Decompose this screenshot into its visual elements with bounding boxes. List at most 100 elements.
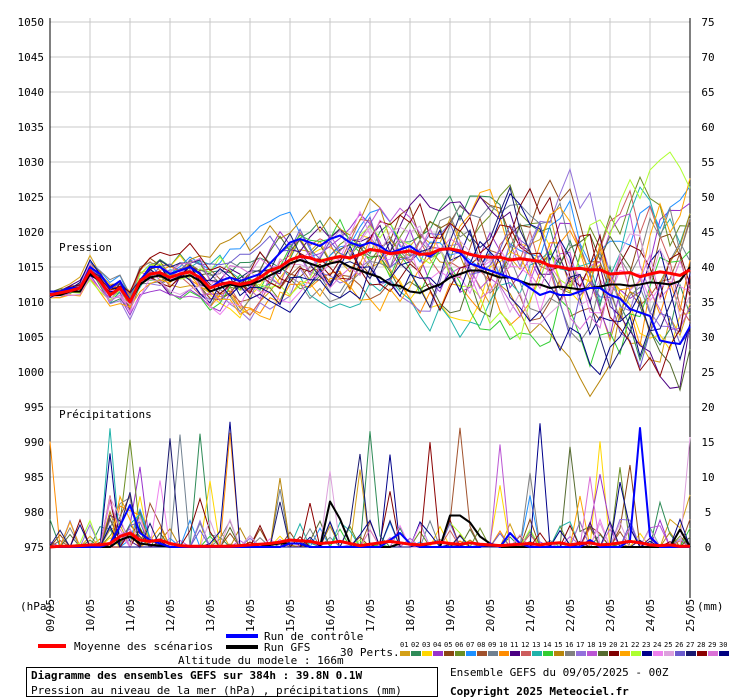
- legend-pert-swatch: [631, 651, 641, 656]
- legend-pert-swatch: [620, 651, 630, 656]
- legend-pert-id: 27: [686, 641, 694, 649]
- x-tick-label: 24/05: [644, 599, 657, 632]
- legend-pert-swatch: [466, 651, 476, 656]
- left-axis-unit: (hPa): [20, 600, 53, 613]
- x-tick-label: 12/05: [164, 599, 177, 632]
- perturbation-pressure-line: [49, 225, 691, 325]
- x-tick-label: 20/05: [484, 599, 497, 632]
- legend-pert-id: 16: [565, 641, 573, 649]
- right-tick-label: 20: [701, 401, 714, 414]
- legend-pert-id: 09: [488, 641, 496, 649]
- legend-pert-id: 20: [609, 641, 617, 649]
- precip-panel-label: Précipitations: [59, 408, 152, 421]
- legend-pert-swatch: [543, 651, 553, 656]
- legend-pert-id: 26: [675, 641, 683, 649]
- right-tick-label: 60: [701, 121, 714, 134]
- legend-pert-swatch: [411, 651, 421, 656]
- legend-pert-swatch: [642, 651, 652, 656]
- left-tick-label: 1005: [18, 331, 45, 344]
- x-tick-label: 21/05: [524, 599, 537, 632]
- legend-pert-swatch: [587, 651, 597, 656]
- legend-pert-swatch: [609, 651, 619, 656]
- legend-pert-id: 12: [521, 641, 529, 649]
- right-axis-unit: (mm): [697, 600, 724, 613]
- legend-pert-id: 14: [543, 641, 551, 649]
- legend-pert-id: 22: [631, 641, 639, 649]
- footer-title: Diagramme des ensembles GEFS sur 384h : …: [31, 669, 363, 682]
- legend-pert-swatch: [510, 651, 520, 656]
- footer-title-box: Diagramme des ensembles GEFS sur 384h : …: [26, 667, 438, 697]
- legend-pert-swatch: [433, 651, 443, 656]
- right-tick-label: 70: [701, 51, 714, 64]
- altitude-label: Altitude du modele : 166m: [178, 654, 344, 667]
- perturbation-pressure-line: [49, 197, 691, 398]
- x-tick-label: 10/05: [84, 599, 97, 632]
- legend-pert-id: 08: [477, 641, 485, 649]
- legend-pert-id: 13: [532, 641, 540, 649]
- legend-pert-swatch: [532, 651, 542, 656]
- copyright: Copyright 2025 Meteociel.fr: [450, 685, 629, 698]
- right-tick-label: 15: [701, 436, 714, 449]
- legend-pert-id: 03: [422, 641, 430, 649]
- legend-pert-swatch: [521, 651, 531, 656]
- left-tick-label: 995: [24, 401, 44, 414]
- perturbation-pressure-line: [49, 185, 691, 370]
- legend: Moyenne des scénarios Run de contrôleRun …: [38, 630, 729, 659]
- right-tick-label: 10: [701, 471, 714, 484]
- right-tick-label: 55: [701, 156, 714, 169]
- legend-pert-swatch: [400, 651, 410, 656]
- footer-subtitle: Pression au niveau de la mer (hPa) , pré…: [31, 684, 402, 697]
- legend-pert-swatch: [554, 651, 564, 656]
- legend-pert-swatch: [719, 651, 729, 656]
- legend-label-control: Run de contrôle: [264, 630, 363, 643]
- left-tick-label: 1045: [18, 51, 45, 64]
- x-tick-label: 25/05: [684, 599, 697, 632]
- legend-pert-id: 06: [455, 641, 463, 649]
- legend-pert-swatch: [422, 651, 432, 656]
- control-pressure-line: [50, 234, 691, 345]
- perturbation-pressure-line: [49, 167, 691, 333]
- mean-precip-line: [49, 531, 690, 549]
- legend-pert-swatch: [653, 651, 663, 656]
- legend-pert-id: 25: [664, 641, 672, 649]
- main-series-lines: [49, 234, 691, 549]
- left-tick-label: 990: [24, 436, 44, 449]
- left-tick-label: 1035: [18, 121, 45, 134]
- left-tick-label: 1025: [18, 191, 45, 204]
- left-tick-label: 975: [24, 541, 44, 554]
- legend-pert-id: 04: [433, 641, 441, 649]
- legend-label-gfs: Run GFS: [264, 641, 310, 654]
- left-tick-label: 1020: [18, 226, 45, 239]
- legend-pert-swatch: [697, 651, 707, 656]
- perturbation-pressure-line: [49, 202, 691, 378]
- perturbation-pressure-line: [49, 201, 691, 322]
- left-tick-label: 1050: [18, 16, 45, 29]
- legend-pert-swatch: [477, 651, 487, 656]
- right-tick-label: 40: [701, 261, 714, 274]
- left-tick-label: 980: [24, 506, 44, 519]
- right-tick-label: 5: [705, 506, 712, 519]
- x-tick-label: 16/05: [324, 599, 337, 632]
- legend-pert-swatch: [708, 651, 718, 656]
- legend-pert-swatch: [455, 651, 465, 656]
- pressure-panel-label: Pression: [59, 241, 112, 254]
- mean-pressure-line: [49, 247, 691, 304]
- legend-pert-swatch: [598, 651, 608, 656]
- left-tick-label: 1030: [18, 156, 45, 169]
- right-tick-label: 75: [701, 16, 714, 29]
- legend-pert-id: 21: [620, 641, 628, 649]
- legend-pert-swatch: [565, 651, 575, 656]
- x-tick-label: 17/05: [364, 599, 377, 632]
- legend-pert-swatch: [576, 651, 586, 656]
- legend-pert-id: 23: [642, 641, 650, 649]
- legend-label-perts: 30 Perts.: [340, 646, 400, 659]
- legend-pert-id: 11: [510, 641, 518, 649]
- left-tick-label: 1040: [18, 86, 45, 99]
- right-tick-label: 45: [701, 226, 714, 239]
- legend-label-mean: Moyenne des scénarios: [74, 640, 213, 653]
- gfs-pressure-line: [50, 259, 691, 303]
- legend-pert-id: 29: [708, 641, 716, 649]
- legend-pert-swatch: [488, 651, 498, 656]
